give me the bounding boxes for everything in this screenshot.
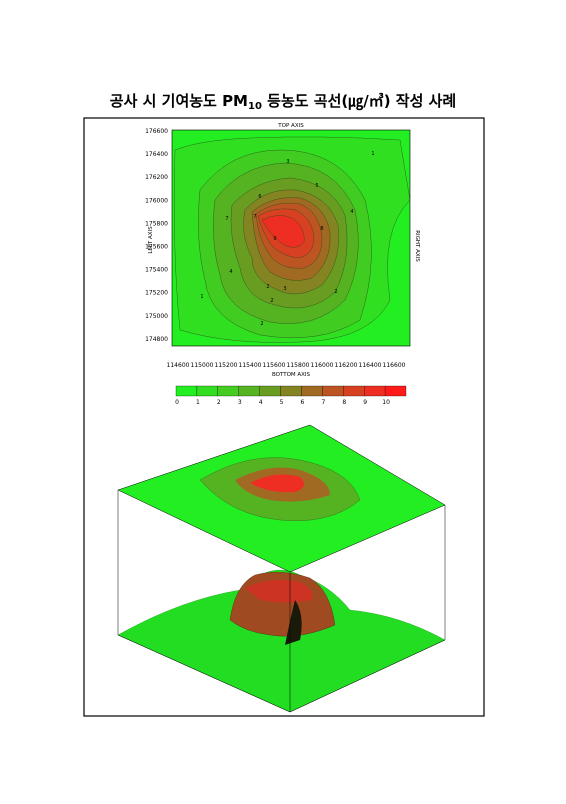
contour-label: 7 [253, 214, 256, 220]
contour-label: 4 [350, 209, 353, 215]
colorbar-tick-label: 10 [382, 399, 390, 406]
colorbar-swatch [301, 385, 323, 397]
title-main: 공사 시 기여농도 PM [110, 92, 248, 110]
colorbar-swatch [343, 385, 365, 397]
x-tick-label: 115200 [215, 362, 238, 369]
colorbar-swatch [238, 385, 260, 397]
contour-label: 1 [371, 151, 374, 157]
colorbar-swatch [196, 385, 218, 397]
contour-label: 3 [283, 286, 286, 292]
x-tick-label: 116600 [383, 362, 406, 369]
colorbar-tick-label: 1 [196, 399, 200, 406]
x-tick-label: 115800 [287, 362, 310, 369]
y-tick-label: 175400 [145, 267, 168, 274]
x-tick-label: 114600 [167, 362, 190, 369]
colorbar-tick-label: 7 [321, 399, 325, 406]
left-axis-label: LEFT AXIS [148, 226, 154, 254]
contour-label: 4 [229, 269, 232, 275]
colorbar-tick-label: 9 [363, 399, 367, 406]
surface-top [245, 580, 313, 603]
contour-label: 7 [225, 216, 228, 222]
colorbar-swatch [280, 385, 302, 397]
y-tick-label: 174800 [145, 336, 168, 343]
y-tick-label: 175800 [145, 220, 168, 227]
y-tick-label: 176200 [145, 174, 168, 181]
colorbar-swatch [364, 385, 386, 397]
x-tick-label: 116400 [359, 362, 382, 369]
surface-shadow [285, 600, 302, 645]
y-tick-label: 176400 [145, 151, 168, 158]
colorbar-swatch [259, 385, 281, 397]
plane-contour-3 [250, 474, 304, 493]
contour-9 [261, 215, 305, 248]
colorbar-tick-label: 3 [238, 399, 242, 406]
x-tick-label: 115400 [239, 362, 262, 369]
colorbar-swatch [322, 385, 344, 397]
colorbar-tick-label: 5 [280, 399, 284, 406]
contours [173, 136, 410, 343]
title-sub: 10 [248, 101, 262, 112]
x-tick-label: 115000 [191, 362, 214, 369]
figure-frame [83, 117, 485, 717]
colorbar-tick-label: 2 [217, 399, 221, 406]
top-axis-label: TOP AXIS [277, 123, 304, 129]
contour-label: 2 [270, 298, 273, 304]
y-tick-label: 176000 [145, 197, 168, 204]
colorbar-swatch [384, 385, 407, 397]
y-tick-label: 175600 [145, 244, 168, 251]
contour-label: 1 [200, 294, 203, 300]
contour-label: 5 [315, 183, 318, 189]
colorbar-tick-label: 0 [175, 399, 179, 406]
colorbar-swatch [175, 385, 198, 397]
x-tick-label: 115600 [263, 362, 286, 369]
edge [289, 639, 446, 713]
right-axis-label: RIGHT AXIS [414, 230, 420, 262]
colorbar-tick-label: 4 [259, 399, 263, 406]
contour-label: 2 [334, 289, 337, 295]
contour-label: 8 [320, 226, 323, 232]
x-tick-label: 116200 [335, 362, 358, 369]
edge [117, 634, 291, 713]
y-tick-label: 175200 [145, 290, 168, 297]
contour-map: TOP AXIS BOTTOM AXIS LEFT AXIS RIGHT AXI… [145, 123, 420, 378]
title: 공사 시 기여농도 PM10 등농도 곡선(㎍/㎥) 작성 사례 [110, 92, 456, 112]
colorbar-tick-label: 8 [342, 399, 346, 406]
y-tick-label: 176600 [145, 128, 168, 135]
perspective-view [117, 424, 446, 713]
perspective-edges [117, 490, 446, 713]
colorbar-tick-label: 6 [301, 399, 305, 406]
bottom-axis-label: BOTTOM AXIS [272, 372, 311, 378]
map-border [171, 129, 411, 347]
contour-label: 2 [266, 284, 269, 290]
contour-label: 6 [258, 194, 261, 200]
contour-label: 9 [273, 236, 276, 242]
x-tick-label: 116000 [311, 362, 334, 369]
contour-label: 3 [286, 159, 289, 165]
colorbar-swatch [217, 385, 239, 397]
y-tick-label: 175000 [145, 313, 168, 320]
contour-label: 2 [260, 321, 263, 327]
title-rest: 등농도 곡선(㎍/㎥) 작성 사례 [262, 92, 456, 111]
